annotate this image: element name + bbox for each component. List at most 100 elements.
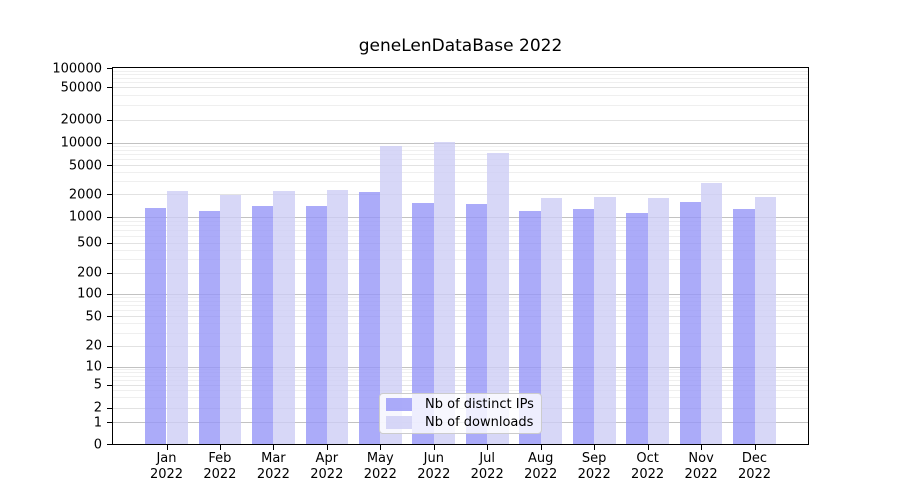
gridline [113, 316, 808, 318]
legend-entry-distinct-ips: Nb of distinct IPs [386, 397, 541, 412]
legend-label-distinct-ips: Nb of distinct IPs [425, 397, 534, 412]
x-tick-label: Dec 2022 [728, 451, 782, 483]
bar-distinct-ips [305, 205, 327, 444]
legend-swatch-downloads [386, 416, 412, 429]
gridline [113, 154, 808, 156]
x-tick-label: Jan 2022 [140, 451, 194, 483]
bar-downloads [273, 190, 295, 444]
y-tick-label: 20 [85, 338, 102, 354]
x-tick-year: 2022 [470, 467, 504, 482]
gridline [113, 235, 808, 237]
bar-downloads [540, 198, 563, 444]
bar-downloads [647, 198, 669, 444]
gridline [113, 375, 808, 377]
x-tick-year: 2022 [203, 467, 237, 482]
y-tick-label: 1000 [68, 209, 102, 225]
gridline [113, 250, 808, 252]
x-tick-label: Feb 2022 [193, 451, 247, 483]
bar-distinct-ips [733, 208, 755, 444]
bar-downloads [701, 183, 723, 444]
x-tick-month: Sep [581, 451, 607, 466]
gridline [113, 82, 808, 84]
gridline [113, 310, 808, 312]
x-tick-mark [540, 445, 542, 450]
x-tick-month: Apr [315, 451, 339, 466]
x-tick-mark [219, 445, 221, 450]
x-tick-year: 2022 [737, 467, 772, 482]
x-tick-month: May [366, 451, 394, 466]
x-tick-label: Sep 2022 [567, 451, 621, 483]
x-tick-month: Feb [208, 451, 232, 466]
y-tick-label: 0 [93, 437, 102, 452]
y-tick-label: 200 [77, 265, 102, 281]
y-tick-label: 100 [77, 286, 102, 302]
bar-distinct-ips [198, 210, 220, 444]
legend-label-downloads: Nb of downloads [425, 415, 534, 430]
gridline [113, 297, 808, 298]
y-tick-label: 10 [85, 359, 102, 375]
y-tick-label: 5000 [68, 158, 102, 173]
y-tick-label: 500 [77, 235, 102, 251]
bar-downloads [326, 190, 349, 444]
gridline [113, 77, 808, 79]
gridline [113, 384, 808, 386]
gridline [113, 293, 808, 295]
x-tick-year: 2022 [149, 467, 184, 482]
x-tick-mark [701, 445, 703, 450]
x-tick-mark [647, 445, 649, 450]
gridline [113, 272, 808, 274]
x-tick-mark [380, 445, 382, 450]
x-tick-label: Jun 2022 [407, 451, 461, 483]
x-tick-mark [594, 445, 596, 450]
gridline [113, 242, 808, 244]
x-tick-label: Oct 2022 [621, 451, 675, 483]
x-tick-label: Mar 2022 [246, 451, 300, 483]
gridline [113, 369, 808, 371]
bar-distinct-ips [626, 212, 648, 444]
y-tick-label: 50 [85, 309, 102, 325]
gridline [113, 323, 808, 325]
gridline [113, 300, 808, 302]
bar-downloads [219, 194, 242, 444]
bar-distinct-ips [519, 210, 541, 444]
gridline [113, 74, 808, 76]
y-tick-label: 1 [93, 415, 102, 431]
x-tick-year: 2022 [684, 467, 718, 482]
y-tick-label: 2 [93, 400, 102, 416]
x-tick-mark [166, 445, 168, 450]
x-tick-mark [487, 445, 489, 450]
gridline [113, 216, 808, 218]
chart-title: geneLenDataBase 2022 [358, 36, 563, 56]
x-tick-month: Nov [688, 451, 714, 466]
y-tick-label: 20000 [60, 112, 102, 128]
y-tick-label: 10000 [60, 135, 102, 151]
x-tick-year: 2022 [363, 467, 397, 482]
bar-downloads [380, 145, 402, 444]
bar-distinct-ips [412, 203, 434, 444]
legend: Nb of distinct IPs Nb of downloads [379, 393, 542, 434]
gridline [113, 146, 808, 148]
x-tick-month: Aug [527, 451, 554, 466]
bar-distinct-ips [358, 192, 381, 444]
x-tick-label: Jul 2022 [460, 451, 514, 483]
x-tick-label: Nov 2022 [674, 451, 728, 483]
x-tick-month: Jan [156, 451, 177, 466]
legend-swatch-distinct-ips [386, 398, 412, 411]
gridline [113, 379, 808, 381]
gridline [113, 150, 808, 151]
gridline [113, 119, 808, 121]
x-tick-label: Aug 2022 [514, 451, 568, 483]
gridline [113, 332, 808, 334]
legend-entry-downloads: Nb of downloads [386, 415, 541, 430]
bar-downloads [754, 197, 776, 444]
x-tick-year: 2022 [310, 467, 344, 482]
bar-distinct-ips [252, 205, 274, 444]
gridline [113, 172, 808, 174]
x-tick-mark [754, 445, 756, 450]
gridline [113, 225, 808, 226]
x-tick-label: May 2022 [353, 451, 407, 483]
gridline [113, 194, 808, 195]
bar-distinct-ips [145, 207, 167, 444]
gridline [113, 230, 808, 232]
